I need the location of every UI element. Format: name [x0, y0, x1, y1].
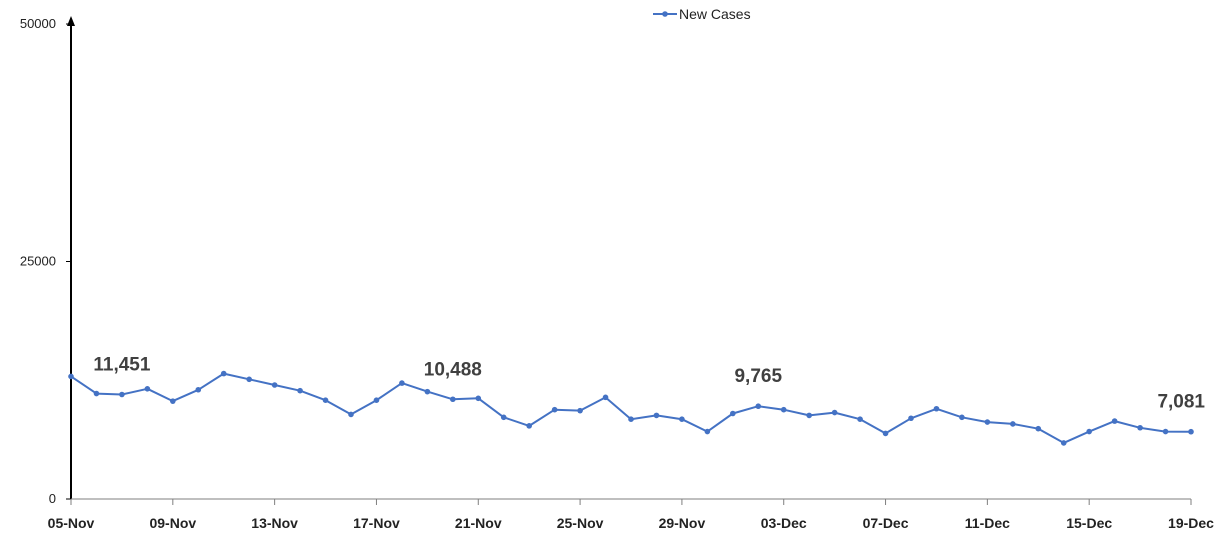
data-point: [1035, 425, 1042, 432]
data-point: [1010, 421, 1016, 427]
data-label: 7,081: [1157, 392, 1205, 413]
data-point: [348, 411, 354, 418]
legend-marker: [662, 11, 668, 17]
y-tick-label: 25000: [20, 254, 56, 269]
data-point: [551, 406, 558, 413]
x-tick-label: 05-Nov: [48, 515, 95, 531]
data-point: [170, 398, 176, 404]
data-label: 9,765: [734, 366, 782, 387]
data-point: [780, 406, 787, 413]
data-point: [908, 415, 914, 422]
legend-label: New Cases: [679, 6, 751, 22]
y-tick-label: 0: [49, 491, 56, 506]
data-point: [806, 412, 812, 419]
data-point: [68, 373, 74, 380]
x-tick-label: 07-Dec: [863, 515, 909, 531]
y-tick-label: 50000: [20, 16, 56, 31]
series-line-new-cases: [70, 372, 1192, 444]
x-tick-label: 03-Dec: [761, 515, 807, 531]
x-tick-label: 17-Nov: [353, 515, 400, 531]
data-label: 10,488: [424, 359, 482, 380]
data-point: [119, 391, 125, 398]
data-point: [704, 428, 711, 435]
data-point: [577, 407, 583, 414]
data-point: [322, 397, 329, 404]
data-point: [475, 395, 482, 402]
data-point: [246, 376, 252, 383]
data-point: [220, 370, 227, 377]
data-point: [755, 403, 762, 410]
data-point: [831, 409, 838, 416]
data-point: [144, 386, 151, 392]
data-point: [653, 412, 660, 419]
x-tick-label: 13-Nov: [251, 515, 298, 531]
data-point: [959, 414, 965, 421]
x-tick-label: 09-Nov: [149, 515, 196, 531]
data-point: [1086, 428, 1092, 435]
data-point: [984, 419, 991, 425]
data-point: [933, 405, 940, 412]
x-tick-label: 11-Dec: [965, 515, 1010, 531]
x-tick-label: 19-Dec: [1168, 515, 1214, 531]
data-point: [500, 414, 507, 421]
data-point: [679, 416, 685, 423]
x-tick-label: 25-Nov: [557, 515, 604, 531]
x-tick-label: 29-Nov: [659, 515, 706, 531]
data-point: [450, 396, 456, 403]
x-tick-label: 21-Nov: [455, 515, 502, 531]
data-point: [1137, 424, 1143, 431]
data-point: [297, 387, 303, 394]
x-tick-label: 15-Dec: [1066, 515, 1112, 531]
data-point: [882, 430, 889, 437]
data-point: [424, 388, 431, 395]
data-point: [526, 423, 532, 429]
data-point: [730, 410, 736, 417]
data-point: [1188, 428, 1194, 435]
data-point: [271, 382, 278, 388]
data-point: [373, 397, 380, 404]
data-label: 11,451: [93, 355, 150, 376]
data-point: [399, 380, 405, 386]
data-point: [602, 394, 609, 401]
data-point: [195, 386, 202, 393]
data-point: [93, 390, 100, 397]
data-point: [628, 416, 634, 423]
data-point: [1111, 418, 1118, 424]
data-point: [1162, 428, 1169, 435]
data-point: [857, 416, 863, 423]
data-point: [1060, 440, 1067, 446]
